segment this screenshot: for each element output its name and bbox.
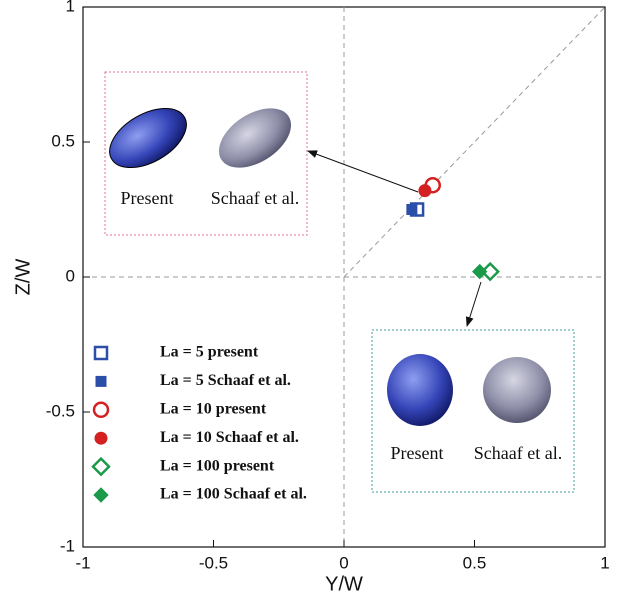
x-axis-title: Y/W [325,573,363,595]
arrow [307,150,419,193]
x-tick-label: 0.5 [463,553,487,572]
arrow [465,281,482,327]
legend-marker [94,431,108,445]
inset-top: Present Schaaf et al. [104,71,308,236]
marker [472,263,488,280]
x-tick-label: -1 [75,553,90,572]
y-tick-label: 0 [66,266,75,285]
x-tick-label: 0 [339,553,348,572]
legend-marker [93,345,109,361]
legend-marker [95,375,107,387]
ellipsoid [218,108,292,168]
inset-label: Schaaf et al. [474,443,562,463]
legend-label: La = 5 present [160,344,259,361]
legend-marker [92,401,110,419]
legend-marker [93,487,109,503]
y-tick-label: -0.5 [46,401,75,420]
legend-label: La = 100 present [160,457,275,474]
y-tick-label: 0.5 [51,131,75,150]
ellipsoid [483,357,551,423]
legend-label: La = 10 Schaaf et al. [160,429,299,446]
legend-label: La = 100 Schaaf et al. [160,486,307,503]
inset-label: Present [121,188,174,208]
y-axis-title: Z/W [12,259,34,296]
y-tick-label: -1 [60,536,75,555]
x-tick-label: -0.5 [199,553,228,572]
diagonal-line [343,6,606,278]
inset-bottom: Present Schaaf et al. [371,329,575,493]
legend-label: La = 5 Schaaf et al. [160,372,291,389]
legend-marker [91,456,111,477]
marker [480,261,500,282]
inset-label: Schaaf et al. [211,188,299,208]
marker [406,204,418,215]
marker [418,184,432,198]
legend-label: La = 10 present [160,400,267,417]
ellipsoid [387,354,453,426]
x-tick-label: 1 [600,553,609,572]
inset-label: Present [391,443,444,463]
y-tick-label: 1 [66,0,75,15]
ellipsoid [109,107,187,169]
